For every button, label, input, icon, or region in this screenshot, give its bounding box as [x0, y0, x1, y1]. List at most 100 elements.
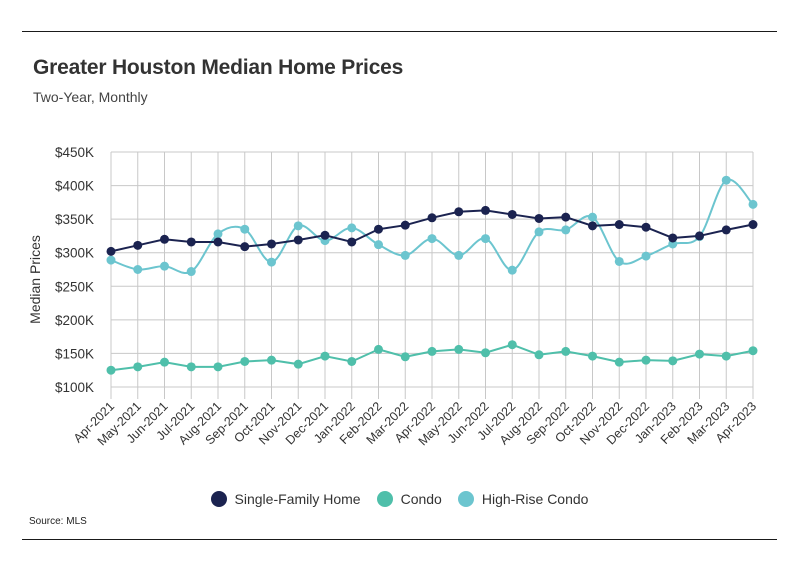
data-point-single-family-home — [695, 231, 704, 241]
data-point-condo — [267, 355, 276, 365]
data-point-condo — [160, 357, 169, 367]
legend-item-single-family[interactable]: Single-Family Home — [210, 491, 361, 507]
data-point-high-rise-condo — [267, 257, 276, 267]
legend-item-high-rise-condo[interactable]: High-Rise Condo — [457, 491, 589, 507]
data-point-high-rise-condo — [106, 255, 116, 265]
data-point-high-rise-condo — [748, 199, 758, 209]
data-point-high-rise-condo — [427, 234, 437, 244]
data-point-single-family-home — [481, 205, 490, 215]
data-point-single-family-home — [588, 221, 597, 231]
data-point-high-rise-condo — [160, 261, 169, 271]
y-tick-label: $450K — [55, 145, 94, 160]
legend-swatch-single-family — [210, 491, 227, 507]
data-point-single-family-home — [160, 234, 169, 244]
data-point-condo — [614, 357, 624, 367]
data-point-high-rise-condo — [588, 212, 597, 222]
data-point-condo — [721, 351, 731, 361]
data-point-condo — [186, 362, 196, 372]
legend-swatch-condo — [376, 491, 393, 507]
data-point-high-rise-condo — [293, 221, 303, 231]
legend-label-condo: Condo — [400, 491, 442, 507]
bottom-rule — [22, 539, 777, 540]
data-point-single-family-home — [614, 220, 624, 230]
data-point-condo — [748, 346, 758, 356]
data-point-single-family-home — [267, 239, 276, 249]
data-point-high-rise-condo — [374, 240, 383, 250]
legend-item-condo[interactable]: Condo — [376, 491, 442, 507]
data-point-high-rise-condo — [133, 265, 143, 274]
data-point-high-rise-condo — [186, 267, 196, 277]
data-point-single-family-home — [561, 212, 571, 222]
data-point-high-rise-condo — [534, 227, 544, 237]
data-point-high-rise-condo — [561, 225, 571, 235]
data-point-condo — [695, 349, 704, 359]
data-point-condo — [454, 344, 464, 354]
data-point-condo — [588, 351, 597, 361]
data-point-single-family-home — [213, 237, 223, 247]
y-tick-label: $100K — [55, 380, 94, 395]
data-point-single-family-home — [534, 213, 544, 223]
legend-label-high-rise-condo: High-Rise Condo — [481, 491, 589, 507]
series-condo — [106, 340, 758, 375]
y-axis-label: Median Prices — [27, 235, 43, 324]
data-point-condo — [668, 356, 678, 366]
data-point-condo — [240, 356, 250, 366]
data-point-condo — [106, 365, 116, 375]
data-point-condo — [427, 346, 437, 356]
legend-swatch-high-rise-condo — [457, 491, 474, 507]
data-point-high-rise-condo — [641, 251, 651, 261]
top-rule — [22, 31, 777, 32]
y-tick-label: $250K — [55, 279, 94, 294]
y-tick-label: $350K — [55, 212, 94, 227]
data-point-single-family-home — [374, 224, 383, 234]
data-point-single-family-home — [293, 235, 303, 245]
data-point-high-rise-condo — [454, 250, 464, 260]
y-tick-label: $400K — [55, 179, 94, 194]
data-point-condo — [561, 346, 571, 356]
data-point-single-family-home — [748, 220, 758, 230]
grid: $100K $150K $200K $250K $300K $350K $400K $450K… — [55, 145, 759, 448]
data-point-high-rise-condo — [721, 175, 731, 185]
data-point-single-family-home — [641, 222, 651, 232]
data-point-single-family-home — [721, 225, 731, 235]
data-point-single-family-home — [668, 233, 678, 243]
y-tick-label: $300K — [55, 246, 94, 261]
data-point-condo — [320, 351, 330, 361]
data-point-condo — [641, 355, 651, 365]
data-point-single-family-home — [320, 230, 330, 240]
data-point-high-rise-condo — [347, 223, 357, 233]
chart-legend: Single-Family Home Condo High-Rise Condo — [0, 491, 799, 507]
data-point-single-family-home — [240, 242, 250, 252]
data-point-condo — [293, 359, 303, 369]
data-point-condo — [347, 356, 357, 366]
legend-label-single-family: Single-Family Home — [234, 491, 361, 507]
data-point-high-rise-condo — [507, 265, 517, 275]
data-point-condo — [133, 362, 143, 372]
data-point-condo — [374, 344, 383, 354]
data-point-single-family-home — [186, 237, 196, 247]
data-point-single-family-home — [400, 220, 410, 230]
series-single-family-home — [106, 205, 758, 256]
y-tick-label: $200K — [55, 313, 94, 328]
data-point-single-family-home — [106, 246, 116, 256]
data-point-condo — [213, 362, 223, 372]
data-point-condo — [507, 340, 517, 350]
data-point-high-rise-condo — [614, 256, 624, 266]
chart-subtitle: Two-Year, Monthly — [33, 89, 148, 105]
data-point-single-family-home — [507, 209, 517, 219]
data-point-high-rise-condo — [400, 250, 410, 260]
data-point-single-family-home — [347, 237, 357, 247]
data-point-single-family-home — [427, 213, 437, 223]
source-note: Source: MLS — [29, 516, 87, 527]
data-point-single-family-home — [454, 207, 464, 217]
chart-title: Greater Houston Median Home Prices — [33, 56, 404, 79]
data-point-single-family-home — [133, 240, 143, 250]
data-point-condo — [534, 350, 544, 360]
data-point-condo — [481, 348, 490, 358]
data-point-condo — [400, 352, 410, 362]
data-point-high-rise-condo — [240, 224, 250, 234]
y-tick-label: $150K — [55, 346, 94, 361]
data-point-high-rise-condo — [213, 229, 223, 239]
data-point-high-rise-condo — [481, 234, 490, 244]
